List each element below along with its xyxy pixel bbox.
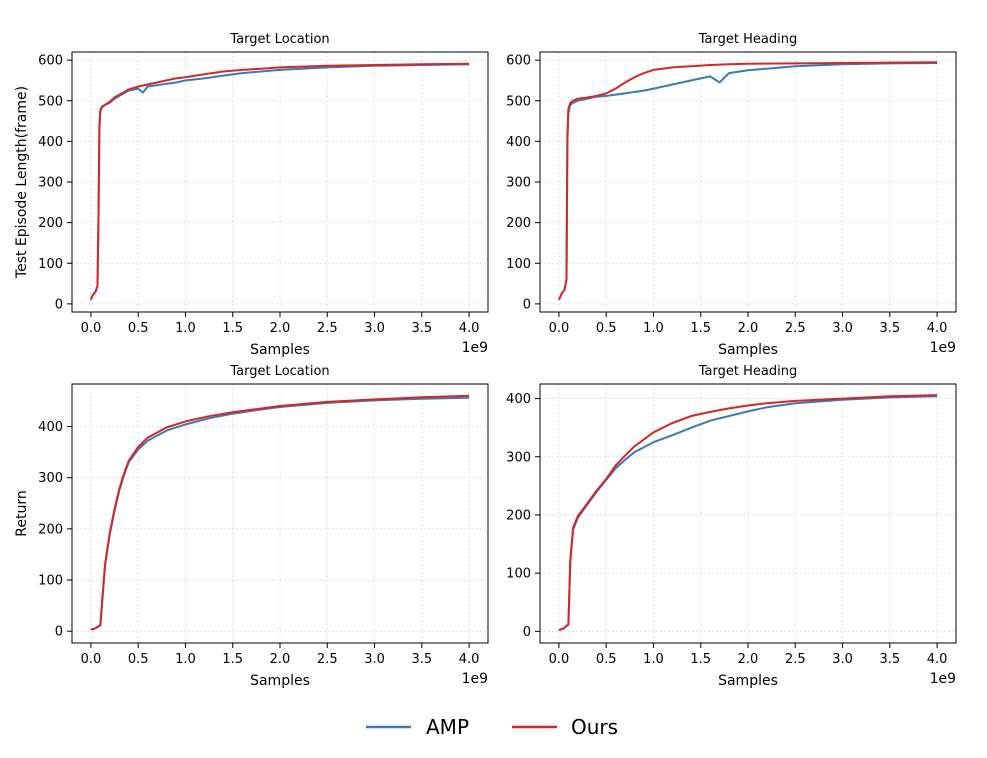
chart-title: Target Location <box>229 364 329 379</box>
y-axis-label: Return <box>14 490 30 536</box>
y-tick-label: 200 <box>38 522 63 537</box>
series-line-ours <box>558 394 938 632</box>
x-tick-label: 1.0 <box>643 321 664 336</box>
x-axis-label: Samples <box>718 342 778 358</box>
y-tick-label: 0 <box>523 625 531 640</box>
x-tick-label: 3.0 <box>832 652 853 667</box>
x-tick-label: 3.5 <box>879 652 900 667</box>
y-tick-label: 500 <box>506 94 531 109</box>
y-tick-label: 100 <box>38 257 63 272</box>
y-tick-label: 400 <box>506 135 531 150</box>
series-line-ours <box>90 394 470 631</box>
y-tick-label: 400 <box>38 135 63 150</box>
legend: AMP Ours <box>366 715 618 739</box>
x-offset-label: 1e9 <box>930 671 956 687</box>
x-tick-label: 0.5 <box>128 321 149 336</box>
y-tick-label: 200 <box>38 216 63 231</box>
x-tick-label: 3.0 <box>832 321 853 336</box>
chart-2: 0.0 0.5 1.0 1.5 2.0 2.5 3.0 3.5 4.0 0 100 200 300 400… <box>506 32 957 358</box>
y-tick-label: 600 <box>506 54 531 69</box>
chart-1: 0.0 0.5 1.0 1.5 2.0 2.5 3.0 3.5 4.0 0 100 200 300 400… <box>14 32 489 358</box>
x-tick-label: 3.5 <box>879 321 900 336</box>
x-tick-label: 0.5 <box>596 652 617 667</box>
x-axis-label: Samples <box>718 673 778 689</box>
legend-label-amp: AMP <box>426 715 469 739</box>
y-tick-label: 300 <box>38 176 63 191</box>
x-tick-label: 0.0 <box>81 321 102 336</box>
x-tick-label: 3.5 <box>411 652 432 667</box>
chart-title: Target Location <box>229 32 329 47</box>
y-tick-label: 600 <box>38 54 63 69</box>
x-tick-label: 1.5 <box>690 652 711 667</box>
y-tick-label: 300 <box>506 176 531 191</box>
x-tick-label: 4.0 <box>927 321 948 336</box>
x-tick-label: 2.5 <box>785 652 806 667</box>
y-tick-label: 200 <box>506 216 531 231</box>
y-tick-label: 200 <box>506 508 531 523</box>
chart-title: Target Heading <box>698 364 797 379</box>
x-offset-label: 1e9 <box>462 671 488 687</box>
x-tick-label: 1.0 <box>643 652 664 667</box>
y-tick-label: 500 <box>38 94 63 109</box>
x-tick-label: 1.0 <box>175 652 196 667</box>
x-tick-label: 2.0 <box>738 652 759 667</box>
y-tick-label: 0 <box>55 297 63 312</box>
x-offset-label: 1e9 <box>462 340 488 356</box>
x-axis-label: Samples <box>250 673 310 689</box>
y-tick-label: 400 <box>506 392 531 407</box>
x-tick-label: 0.0 <box>81 652 102 667</box>
x-tick-label: 2.0 <box>270 652 291 667</box>
x-tick-label: 4.0 <box>459 652 480 667</box>
x-tick-label: 1.0 <box>175 321 196 336</box>
y-tick-label: 100 <box>506 567 531 582</box>
y-tick-label: 400 <box>38 420 63 435</box>
x-tick-label: 2.0 <box>738 321 759 336</box>
x-tick-label: 2.5 <box>317 321 338 336</box>
x-tick-label: 1.5 <box>690 321 711 336</box>
x-tick-label: 4.0 <box>459 321 480 336</box>
y-tick-label: 0 <box>55 625 63 640</box>
x-tick-label: 2.5 <box>785 321 806 336</box>
series-line-ours <box>89 62 470 301</box>
chart-title: Target Heading <box>698 32 797 47</box>
x-tick-label: 0.5 <box>128 652 149 667</box>
x-tick-label: 2.0 <box>270 321 291 336</box>
y-tick-label: 300 <box>506 450 531 465</box>
x-tick-label: 4.0 <box>927 652 948 667</box>
x-tick-label: 3.0 <box>364 321 385 336</box>
x-tick-label: 2.5 <box>317 652 338 667</box>
x-tick-label: 1.5 <box>222 652 243 667</box>
x-tick-label: 0.5 <box>596 321 617 336</box>
y-axis-label: Test Episode Length(frame) <box>14 86 30 279</box>
y-tick-label: 0 <box>523 297 531 312</box>
y-tick-label: 100 <box>38 574 63 589</box>
chart-4: 0.0 0.5 1.0 1.5 2.0 2.5 3.0 3.5 4.0 0 100 200 300 400… <box>506 364 957 689</box>
chart-3: 0.0 0.5 1.0 1.5 2.0 2.5 3.0 3.5 4.0 0 100 200 300 400… <box>14 364 489 689</box>
y-tick-label: 100 <box>506 257 531 272</box>
x-tick-label: 1.5 <box>222 321 243 336</box>
y-tick-label: 300 <box>38 471 63 486</box>
x-tick-label: 3.5 <box>411 321 432 336</box>
x-tick-label: 0.0 <box>549 321 570 336</box>
x-axis-label: Samples <box>250 342 310 358</box>
legend-label-ours: Ours <box>571 715 618 739</box>
x-tick-label: 3.0 <box>364 652 385 667</box>
x-tick-label: 0.0 <box>549 652 570 667</box>
series-line-ours <box>557 61 938 301</box>
x-offset-label: 1e9 <box>930 340 956 356</box>
